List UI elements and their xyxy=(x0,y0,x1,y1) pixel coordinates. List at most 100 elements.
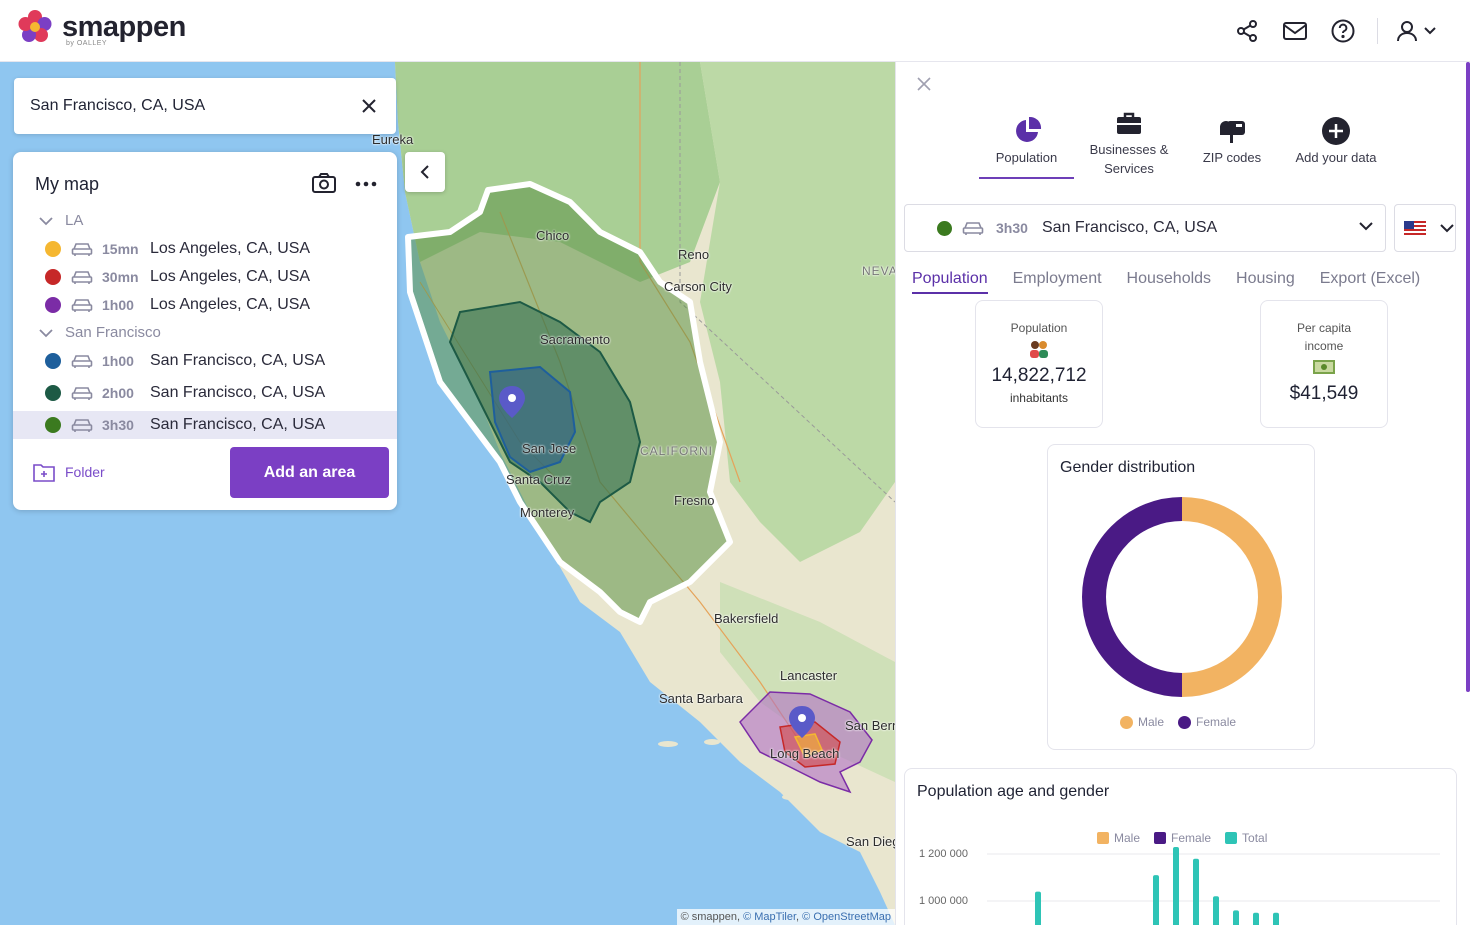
chart-title: Population age and gender xyxy=(917,783,1110,800)
donut-slice-male[interactable] xyxy=(1181,497,1282,697)
map-label: Sacramento xyxy=(540,332,611,347)
tab-housing[interactable]: Housing xyxy=(1236,270,1295,287)
user-menu-icon[interactable] xyxy=(1394,15,1442,47)
y-tick-label: 1 200 000 xyxy=(919,848,968,860)
bar-total[interactable] xyxy=(1173,846,1179,925)
scrollbar[interactable] xyxy=(1466,62,1470,692)
tab-export-excel[interactable]: Export (Excel) xyxy=(1319,270,1421,287)
attribution-prefix: © smappen, xyxy=(680,911,744,923)
group-label: LA xyxy=(65,212,84,229)
brand-subtitle: by OALLEY xyxy=(66,40,108,47)
share-icon[interactable] xyxy=(1231,15,1263,47)
add-folder-button[interactable]: Folder xyxy=(33,462,105,482)
population-kpi-card: Population 14,822,712 inhabitants xyxy=(975,300,1103,428)
pie-chart-icon xyxy=(1015,116,1041,142)
legend-total[interactable]: Total xyxy=(1225,831,1267,845)
search-input[interactable]: San Francisco, CA, USA xyxy=(30,97,206,114)
area-duration: 3h30 xyxy=(102,417,134,433)
group-la[interactable]: LA xyxy=(39,212,83,229)
tab-households[interactable]: Households xyxy=(1126,270,1212,287)
close-icon[interactable] xyxy=(358,95,380,117)
area-row[interactable]: 1h00 San Francisco, CA, USA xyxy=(13,347,397,375)
donut-slice-female[interactable] xyxy=(1082,497,1183,697)
briefcase-icon xyxy=(1117,112,1141,134)
map-label: Santa Cruz xyxy=(506,472,572,487)
chevron-down-icon xyxy=(1359,222,1373,231)
area-place: San Francisco, CA, USA xyxy=(1042,219,1218,236)
bar-total[interactable] xyxy=(1233,910,1239,925)
kpi-value: $41,549 xyxy=(1289,383,1359,404)
category-businesses[interactable]: Businesses & Services xyxy=(1084,106,1174,178)
collapse-panel-button[interactable] xyxy=(405,152,445,192)
tab-employment[interactable]: Employment xyxy=(1012,270,1102,287)
folder-plus-icon xyxy=(33,464,55,482)
category-zip-codes[interactable]: ZIP codes xyxy=(1192,114,1272,167)
bar-total[interactable] xyxy=(1253,912,1259,925)
panel-title: My map xyxy=(35,174,100,194)
area-row[interactable]: 15mn Los Angeles, CA, USA xyxy=(13,235,397,263)
map-label: Santa Barbara xyxy=(659,691,743,706)
area-duration: 3h30 xyxy=(996,220,1028,236)
legend-male[interactable]: Male xyxy=(1120,715,1164,729)
area-duration: 30mn xyxy=(102,269,139,285)
area-color-dot xyxy=(45,241,61,257)
legend-label: Total xyxy=(1242,831,1268,845)
category-label: Businesses & Services xyxy=(1089,142,1169,176)
gender-donut-chart xyxy=(1082,497,1282,697)
add-area-button[interactable]: Add an area xyxy=(230,447,389,498)
kpi-label: Population xyxy=(1010,321,1068,335)
car-icon xyxy=(71,419,93,432)
help-icon[interactable] xyxy=(1327,15,1359,47)
area-row[interactable]: 2h00 San Francisco, CA, USA xyxy=(13,379,397,407)
legend-male[interactable]: Male xyxy=(1097,831,1140,845)
category-population[interactable]: Population xyxy=(979,114,1074,179)
area-row-selected[interactable]: 3h30 San Francisco, CA, USA xyxy=(13,411,397,439)
area-place: San Francisco, CA, USA xyxy=(150,352,326,369)
gender-chart-card: Gender distribution Male Female xyxy=(1047,444,1315,750)
area-duration: 2h00 xyxy=(102,385,134,401)
category-add-data[interactable]: Add your data xyxy=(1286,114,1386,167)
bar-total[interactable] xyxy=(1213,896,1219,925)
area-row[interactable]: 1h00 Los Angeles, CA, USA xyxy=(13,291,397,319)
bar-total[interactable] xyxy=(1273,912,1279,925)
legend-female[interactable]: Female xyxy=(1154,831,1211,845)
map-label: Lancaster xyxy=(780,668,838,683)
country-selector[interactable] xyxy=(1394,204,1456,252)
area-place: San Francisco, CA, USA xyxy=(150,416,326,433)
group-label: San Francisco xyxy=(65,324,161,341)
more-options-icon[interactable] xyxy=(353,172,379,196)
area-color-dot xyxy=(45,385,61,401)
chart-legend: Male Female Total xyxy=(1097,831,1281,845)
kpi-label: Per capita income xyxy=(1296,321,1352,353)
map-label: Carson City xyxy=(664,279,732,294)
category-label: ZIP codes xyxy=(1202,150,1262,165)
map-label: Fresno xyxy=(674,493,715,508)
legend-label: Male xyxy=(1114,831,1141,845)
area-color-dot xyxy=(45,353,61,369)
brand-logo[interactable]: smappen xyxy=(16,8,186,46)
map-label: Long Beach xyxy=(770,746,840,761)
mail-icon[interactable] xyxy=(1279,15,1311,47)
chart-title: Gender distribution xyxy=(1060,459,1196,476)
close-icon[interactable] xyxy=(912,72,936,96)
bar-total[interactable] xyxy=(1035,891,1041,925)
age-chart-card: Population age and gender Male Female To… xyxy=(904,768,1457,925)
legend-female[interactable]: Female xyxy=(1178,715,1236,729)
camera-icon[interactable] xyxy=(311,172,339,196)
osm-link[interactable]: © OpenStreetMap xyxy=(802,911,891,923)
group-san-francisco[interactable]: San Francisco xyxy=(39,324,161,341)
chart-legend: Male Female xyxy=(1120,715,1250,729)
kpi-value: 14,822,712 xyxy=(991,365,1087,386)
area-duration: 1h00 xyxy=(102,297,134,313)
tab-population[interactable]: Population xyxy=(912,270,988,294)
age-bar-chart xyxy=(987,846,1440,925)
bar-total[interactable] xyxy=(1193,858,1199,925)
area-row[interactable]: 30mn Los Angeles, CA, USA xyxy=(13,263,397,291)
folder-label: Folder xyxy=(65,464,105,480)
bar-total[interactable] xyxy=(1153,875,1159,925)
search-box[interactable]: San Francisco, CA, USA xyxy=(14,78,396,134)
area-selector[interactable]: 3h30 San Francisco, CA, USA xyxy=(904,204,1386,252)
car-icon xyxy=(71,243,93,256)
maptiler-link[interactable]: © MapTiler xyxy=(743,911,797,923)
plus-circle-icon xyxy=(1322,117,1350,145)
